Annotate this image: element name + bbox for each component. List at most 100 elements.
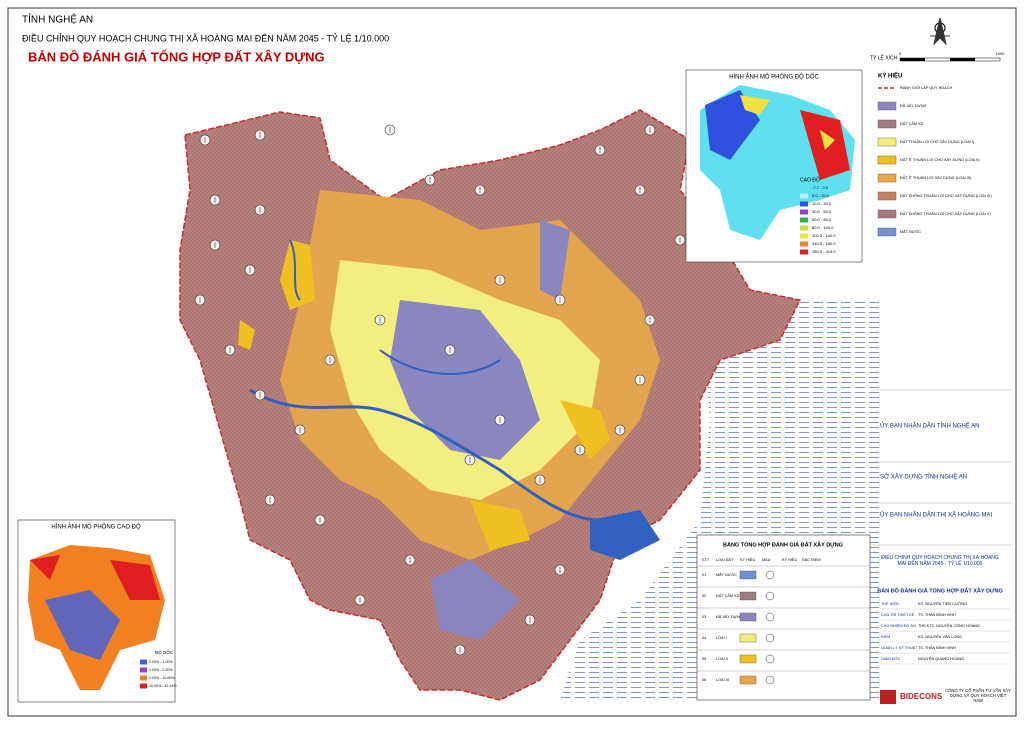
title-block-drawing: BẢN ĐỒ ĐÁNH GIÁ TỔNG HỢP ĐẤT XÂY DỰNG xyxy=(877,587,1002,594)
summary-table xyxy=(696,534,871,701)
table-cell: 06 xyxy=(702,678,706,682)
table-swatch xyxy=(739,612,757,622)
legend-swatch xyxy=(800,185,808,191)
legend-label: 80.0 - 100.0 xyxy=(812,225,834,230)
table-cell: LOẠI II xyxy=(716,657,728,661)
legend-label: 140.0 - 180.0 xyxy=(812,241,836,246)
table-swatch xyxy=(739,591,757,601)
legend-swatch xyxy=(140,659,147,665)
slope-map xyxy=(740,95,835,150)
table-icon xyxy=(765,570,775,580)
table-cell: 05 xyxy=(702,657,706,661)
table-swatch xyxy=(739,654,757,664)
legend-swatch xyxy=(877,119,897,129)
table-icon xyxy=(765,633,775,643)
table-cell: 01 xyxy=(702,573,706,577)
role: GIÁM ĐỐC xyxy=(881,656,900,661)
scale-label: TỶ LỆ XÍCH xyxy=(870,53,898,61)
table-header: LOẠI ĐẤT xyxy=(716,558,734,562)
elevation-map xyxy=(45,590,120,660)
title-block-project: ĐIỀU CHỈNH QUY HOẠCH CHUNG THỊ XÃ HOÀNG … xyxy=(881,555,999,567)
legend-label: ĐẤT ÍT THUẬN LỢI CHO XÂY DỰNG (LOẠI II) xyxy=(900,157,980,162)
table-icon xyxy=(765,675,775,685)
lagoon xyxy=(590,510,660,560)
legend-swatch xyxy=(140,675,147,681)
legend-label: 1.00% - 2.00% xyxy=(149,668,173,672)
legend-swatch xyxy=(800,217,808,223)
signature-table: THỂ HIỆN KS. NGUYỄN TIẾN CƯỜNG CHỦ TRÌ THI… xyxy=(880,601,1010,665)
role: THỂ HIỆN xyxy=(881,601,899,606)
company-logo-mark xyxy=(880,690,896,704)
table-cell: LOẠI I xyxy=(716,636,727,640)
role-name: NGUYỄN QUANG HOÀNG xyxy=(918,656,964,661)
legend-swatch xyxy=(877,137,897,147)
legend-swatch xyxy=(800,201,808,207)
legend-swatch xyxy=(800,249,808,255)
role-name: TS. THÂN ĐÌNH VINH xyxy=(918,645,956,650)
legend-label: 10.0 - 30.0 xyxy=(812,201,832,206)
approval-department: SỞ XÂY DỰNG TỈNH NGHỆ AN xyxy=(880,473,967,481)
legend-swatch xyxy=(140,683,147,689)
scale-end: 1000 xyxy=(996,51,1006,56)
frame xyxy=(7,7,1017,717)
legend-label: 30.0 - 50.0 xyxy=(812,209,832,214)
legend-swatch xyxy=(800,209,808,215)
approval-province: ỦY BAN NHÂN DÂN TỈNH NGHỆ AN xyxy=(880,422,979,430)
legend-label: 2.00% - 10.00% xyxy=(149,676,175,680)
legend-label: 180.0 - 419.0 xyxy=(812,249,836,254)
table-header: KÝ HIỆU xyxy=(740,557,755,562)
inset-legend-title: ĐỘ DỐC xyxy=(155,649,174,655)
table-header: KÝ HIỆU xyxy=(782,557,797,562)
role-name: KS. NGUYỄN VĂN LONG xyxy=(918,634,962,639)
inset-legend: -7.7 - 0.0 0.0 - 10.0 10.0 - 30.0 30.0 - 50… xyxy=(800,185,836,255)
role: CHỦ TRÌ THIẾT KẾ xyxy=(881,612,915,617)
scale-bar xyxy=(950,58,975,61)
legend-swatch xyxy=(877,101,897,111)
legend-label: ĐẤT ÍT THUẬN LỢI XÂY DỰNG (LOẠI III) xyxy=(900,175,972,180)
company-name: CÔNG TY CỔ PHẦN TƯ VẤN XÂY DỰNG VÀ QUY H… xyxy=(945,688,1011,703)
legend-label: 100.0 - 140.0 xyxy=(812,233,836,238)
map-title: BẢN ĐỒ ĐÁNH GIÁ TỔNG HỢP ĐẤT XÂY DỰNG xyxy=(28,49,325,64)
zone-icons xyxy=(194,124,686,656)
legend-label: RANH GIỚI LẬP QUY HOẠCH xyxy=(900,85,953,90)
table-icon xyxy=(765,654,775,664)
table-cell: 03 xyxy=(702,615,706,619)
role-name: TS. THÂN ĐÌNH VINH xyxy=(918,612,956,617)
role-name: KS. NGUYỄN TIẾN CƯỜNG xyxy=(918,601,967,606)
legend-swatch xyxy=(800,233,808,239)
role: CHỦ NHIỆM ĐỒ ÁN xyxy=(881,623,916,628)
table-cell: MẶT NƯỚC xyxy=(716,572,737,577)
inset-legend: 0.00% - 1.00% 1.00% - 2.00% 2.00% - 10.00%… xyxy=(140,659,177,689)
legend-swatch xyxy=(800,193,808,199)
zone-built xyxy=(390,220,570,640)
table-cell: ĐÃ XÂY DỰNG xyxy=(716,614,743,619)
legend-swatch xyxy=(877,209,897,219)
river xyxy=(249,388,601,522)
inset-title: HÌNH ẢNH MÔ PHỎNG ĐỘ DỐC xyxy=(729,74,819,81)
legend: RANH GIỚI LẬP QUY HOẠCH ĐÃ XÂY DỰNG ĐẤT CẤ… xyxy=(877,85,992,237)
table-header: MÀU xyxy=(762,558,771,562)
north-arrow xyxy=(930,17,950,46)
summary-table-body: STT LOẠI ĐẤT KÝ HIỆU MÀU KÝ HIỆU ĐẶC ĐIỂM 01 MẶ… xyxy=(697,557,870,685)
elevation-map xyxy=(30,555,160,600)
scale-bar xyxy=(900,58,925,61)
table-icon xyxy=(765,591,775,601)
legend-swatch xyxy=(877,155,897,165)
table-cell: 02 xyxy=(702,594,706,598)
legend-title: KÝ HIỆU xyxy=(878,72,902,80)
role-name: THS.KTS. NGUYỄN CÔNG HOÀNG xyxy=(918,623,980,628)
inset-legend-title: CAO ĐỘ xyxy=(800,176,820,183)
legend-swatch xyxy=(140,667,147,673)
table-swatch xyxy=(739,570,757,580)
legend-swatch xyxy=(877,173,897,183)
legend-swatch xyxy=(800,225,808,231)
province: TỈNH NGHỆ AN xyxy=(22,13,93,26)
table-cell: LOẠI III xyxy=(716,678,729,682)
table-title: BẢNG TỔNG HỢP ĐÁNH GIÁ ĐẤT XÂY DỰNG xyxy=(723,541,843,548)
role: KIỂM xyxy=(881,634,890,639)
project: ĐIỀU CHỈNH QUY HOẠCH CHUNG THỊ XÃ HOÀNG … xyxy=(22,32,389,43)
legend-label: -7.7 - 0.0 xyxy=(812,185,829,190)
legend-label: 0.0 - 10.0 xyxy=(812,193,830,198)
legend-label: 0.00% - 1.00% xyxy=(149,660,173,664)
